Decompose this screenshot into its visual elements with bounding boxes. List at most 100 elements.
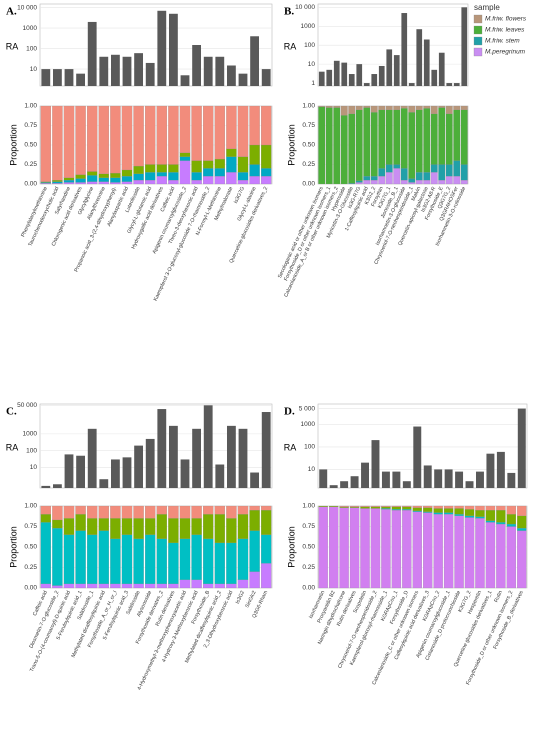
bar-segment: [133, 105, 144, 167]
bar-segment: [121, 105, 133, 171]
bar: [87, 21, 97, 87]
bar-segment: [517, 515, 527, 529]
bar: [392, 471, 401, 488]
bar-segment: [454, 514, 464, 516]
bar-segment: [445, 113, 453, 165]
bar-segment: [423, 505, 433, 508]
bar: [348, 74, 355, 86]
bar-segment: [517, 505, 527, 516]
bar-segment: [318, 106, 326, 185]
legend-swatch: [473, 14, 483, 24]
bar-segment: [433, 505, 443, 509]
bar-segment: [191, 180, 202, 185]
bar-segment: [318, 105, 326, 107]
legend-swatch: [473, 36, 483, 46]
bar-segment: [179, 518, 191, 539]
y-tick-label: 10: [30, 66, 38, 73]
bar: [64, 454, 74, 488]
bar: [76, 73, 86, 86]
bar-segment: [226, 542, 237, 585]
bar-segment: [260, 563, 272, 589]
bar-segment: [423, 172, 431, 181]
bar-segment: [168, 164, 179, 173]
bar-segment: [385, 109, 393, 165]
bar-segment: [485, 510, 496, 521]
bar-segment: [517, 528, 527, 531]
x-tick-label: Forsythoside_D or other unknown isomers_…: [283, 186, 332, 282]
bar-segment: [63, 182, 75, 185]
bar-segment: [156, 583, 168, 589]
bar: [192, 45, 202, 86]
bar-segment: [202, 168, 214, 177]
bar-segment: [485, 522, 496, 589]
y-tick-label: 0.75: [24, 122, 37, 129]
bar-segment: [370, 112, 378, 177]
bar: [145, 438, 155, 488]
bar-segment: [260, 534, 272, 564]
bar-segment: [333, 105, 341, 108]
bar-segment: [133, 518, 144, 539]
bar-segment: [86, 175, 98, 182]
bar-segment: [402, 510, 412, 589]
bar-segment: [443, 514, 454, 589]
bar: [453, 83, 460, 86]
bar-segment: [485, 505, 496, 511]
bar-segment: [133, 583, 144, 589]
y-axis-label: Proportion: [8, 526, 18, 568]
bar-segment: [121, 518, 133, 535]
bar-segment: [506, 523, 517, 527]
bar: [378, 65, 385, 86]
bar-segment: [63, 505, 75, 519]
bar-segment: [325, 105, 333, 108]
bar-segment: [179, 505, 191, 519]
bar-segment: [249, 505, 260, 511]
bar-segment: [443, 508, 454, 513]
bar-segment: [168, 172, 179, 181]
bar-segment: [133, 538, 144, 584]
y-tick-label: 1.00: [24, 503, 37, 510]
bar: [444, 469, 453, 488]
y-tick-label: 1: [311, 80, 315, 87]
bar-segment: [226, 518, 237, 543]
bar-segment: [98, 505, 110, 519]
bar: [386, 49, 393, 86]
bar: [99, 56, 109, 86]
y-axis-label: Proportion: [286, 124, 296, 166]
bar-segment: [496, 510, 506, 523]
bar-segment: [226, 156, 237, 173]
y-tick-label: 0.00: [24, 181, 37, 188]
bar-segment: [260, 144, 272, 169]
bar-segment: [156, 176, 168, 185]
y-axis-label: Proportion: [286, 526, 296, 568]
bar-segment: [370, 180, 378, 185]
bar: [64, 69, 74, 86]
y-axis-label: RA: [6, 41, 19, 51]
bar-segment: [408, 178, 416, 183]
bar-segment: [433, 514, 443, 589]
bar-segment: [460, 109, 468, 165]
y-tick-label: 0.00: [24, 585, 37, 592]
bar-segment: [98, 173, 110, 178]
bar-segment: [433, 512, 443, 515]
bar-segment: [381, 509, 391, 589]
bar-segment: [179, 538, 191, 580]
bar-segment: [121, 169, 133, 177]
bar-segment: [360, 508, 370, 589]
bar-segment: [412, 511, 422, 589]
bar-segment: [454, 508, 464, 515]
y-tick-label: 0.25: [302, 564, 315, 571]
bar-segment: [110, 172, 121, 178]
bar-segment: [402, 506, 412, 510]
bar: [381, 471, 390, 488]
y-tick-label: 1.00: [24, 103, 37, 110]
bar-segment: [86, 181, 98, 185]
bar-segment: [52, 180, 63, 182]
bar-segment: [226, 148, 237, 157]
bar-segment: [378, 168, 386, 177]
bar-segment: [121, 583, 133, 589]
bar-segment: [496, 505, 506, 511]
bar-segment: [475, 505, 485, 511]
bar: [319, 469, 328, 488]
bar-segment: [156, 164, 168, 173]
bar: [215, 56, 225, 86]
